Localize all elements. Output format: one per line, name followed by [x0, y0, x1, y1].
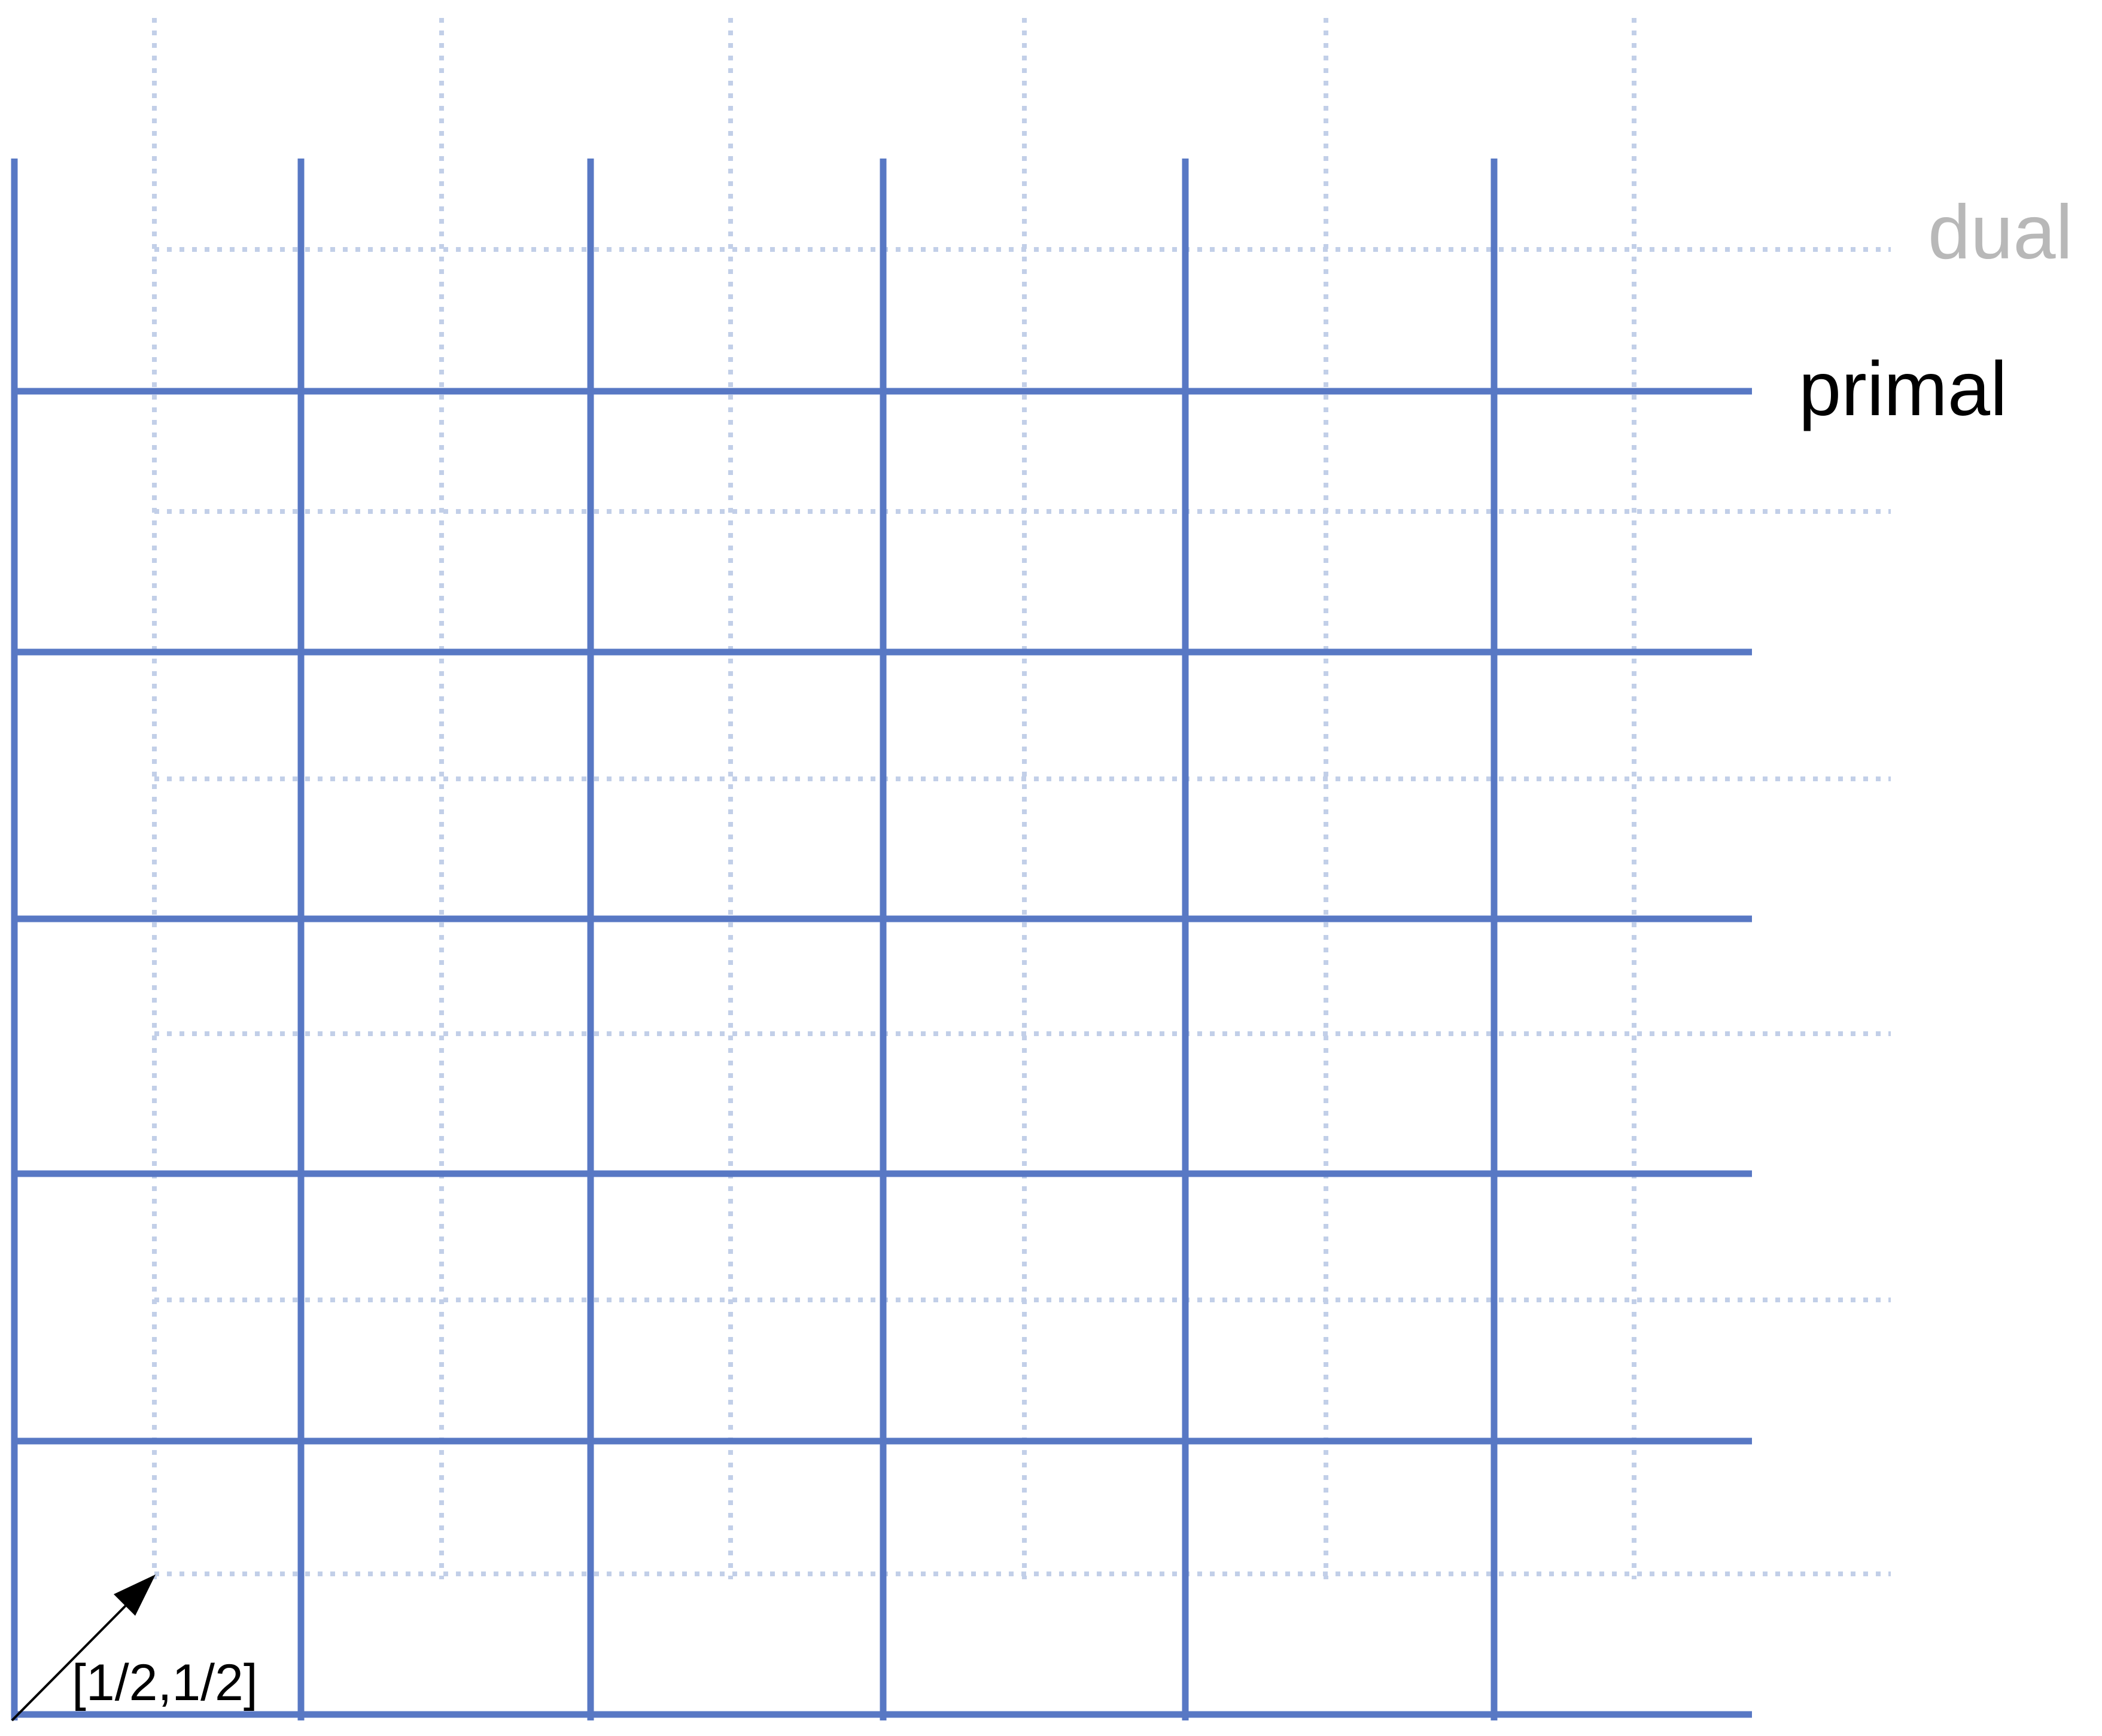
shift-arrow-head	[114, 1574, 156, 1616]
primal-label: primal	[1799, 346, 2007, 432]
dual-label: dual	[1928, 190, 2073, 275]
shift-label: [1/2,1/2]	[72, 1654, 258, 1711]
dual-grid	[152, 18, 1891, 1579]
primal-grid	[11, 159, 1752, 1720]
shift-arrow	[11, 1574, 156, 1722]
shift-arrow-shaft	[11, 1595, 136, 1722]
